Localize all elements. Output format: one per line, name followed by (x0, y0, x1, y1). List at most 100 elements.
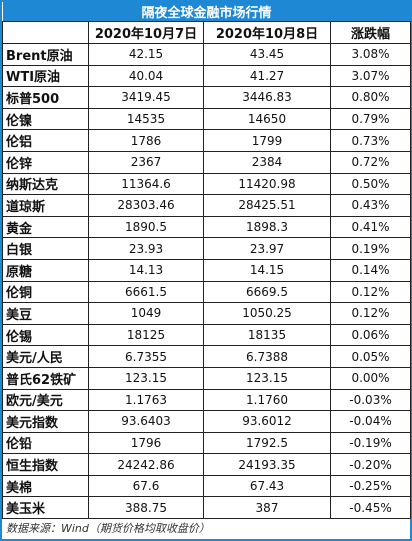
cell: 18125 (88, 323, 204, 347)
table-row: 伦锌 2367 2384 0.72% (2, 150, 412, 174)
cell: 42.15 (88, 43, 204, 66)
cell: 0.19% (329, 237, 412, 260)
row-label: 伦铜 (2, 280, 89, 304)
row-label: 美豆 (2, 302, 89, 325)
cell: 28303.46 (88, 194, 204, 217)
cell: 67.43 (203, 474, 331, 498)
cell: 11420.98 (203, 172, 331, 196)
cell: 1049 (88, 302, 204, 325)
cell: 387 (203, 496, 331, 520)
cell: 123.15 (88, 366, 204, 390)
cell: 2384 (203, 150, 331, 174)
row-label: 伦铅 (2, 431, 89, 455)
cell: 6.7388 (203, 345, 331, 368)
cell: 24193.35 (203, 453, 331, 476)
cell: 0.00% (329, 366, 412, 390)
cell: 1786 (88, 129, 204, 152)
cell: 1796 (88, 431, 204, 455)
cell: 0.12% (329, 302, 412, 325)
cell: 0.06% (329, 323, 412, 347)
cell: 43.45 (203, 43, 331, 66)
header-cell: 2020年10月7日 (88, 21, 204, 44)
cell: 24242.86 (88, 453, 204, 476)
row-label: 黄金 (2, 215, 89, 239)
cell: 14535 (88, 107, 204, 131)
header-cell: 2020年10月8日 (203, 21, 331, 44)
cell: 0.14% (329, 258, 412, 282)
row-label: Brent原油 (2, 43, 89, 66)
table-row: 伦锡 18125 18135 0.06% (2, 323, 412, 347)
cell: 28425.51 (203, 194, 331, 217)
header-cell (2, 21, 89, 44)
cell: 123.15 (203, 366, 331, 390)
cell: 0.72% (329, 150, 412, 174)
cell: 0.79% (329, 107, 412, 131)
cell: -0.25% (329, 474, 412, 498)
row-label: 纳斯达克 (2, 172, 89, 196)
row-label: 伦镍 (2, 107, 89, 131)
cell: 0.73% (329, 129, 412, 152)
cell: 93.6012 (203, 410, 331, 433)
cell: 1890.5 (88, 215, 204, 239)
table-row: 美棉 67.6 67.43 -0.25% (2, 474, 412, 498)
cell: 14.15 (203, 258, 331, 282)
cell: 0.50% (329, 172, 412, 196)
header-cell: 涨跌幅 (329, 21, 412, 44)
table-row: 原糖 14.13 14.15 0.14% (2, 258, 412, 282)
cell: 0.12% (329, 280, 412, 304)
cell: 2367 (88, 150, 204, 174)
market-table: 隔夜全球金融市场行情 2020年10月7日 2020年10月8日 涨跌幅 Brent… (2, 2, 412, 520)
cell: 6.7355 (88, 345, 204, 368)
table-row: WTI原油 40.04 41.27 3.07% (2, 64, 412, 88)
table-row: 美元/人民 6.7355 6.7388 0.05% (2, 345, 412, 368)
row-label: 道琼斯 (2, 194, 89, 217)
cell: 0.80% (329, 86, 412, 109)
row-label: 原糖 (2, 258, 89, 282)
row-label: 伦锡 (2, 323, 89, 347)
table-row: 道琼斯 28303.46 28425.51 0.43% (2, 194, 412, 217)
table-row: 黄金 1890.5 1898.3 0.41% (2, 215, 412, 239)
cell: 1799 (203, 129, 331, 152)
cell: 18135 (203, 323, 331, 347)
table-row: 纳斯达克 11364.6 11420.98 0.50% (2, 172, 412, 196)
cell: 41.27 (203, 64, 331, 88)
source-note: 数据来源：Wind（期货价格均取收盘价） (6, 522, 210, 535)
row-label: 美棉 (2, 474, 89, 498)
cell: 40.04 (88, 64, 204, 88)
row-label: 标普500 (2, 86, 89, 109)
table-row: 伦镍 14535 14650 0.79% (2, 107, 412, 131)
row-label: 欧元/美元 (2, 388, 89, 412)
cell: 0.43% (329, 194, 412, 217)
cell: -0.04% (329, 410, 412, 433)
row-label: 白银 (2, 237, 89, 260)
row-label: 美元/人民 (2, 345, 89, 368)
cell: 3419.45 (88, 86, 204, 109)
cell: 93.6403 (88, 410, 204, 433)
cell: 388.75 (88, 496, 204, 520)
table-row: 标普500 3419.45 3446.83 0.80% (2, 86, 412, 109)
cell: -0.45% (329, 496, 412, 520)
table-title: 隔夜全球金融市场行情 (2, 2, 411, 22)
table-row: 普氏62铁矿 123.15 123.15 0.00% (2, 366, 412, 390)
table-row: 伦铝 1786 1799 0.73% (2, 129, 412, 152)
cell: 67.6 (88, 474, 204, 498)
table-row: 美元指数 93.6403 93.6012 -0.04% (2, 410, 412, 433)
cell: 14.13 (88, 258, 204, 282)
cell: -0.03% (329, 388, 412, 412)
cell: 3.07% (329, 64, 412, 88)
cell: 1898.3 (203, 215, 331, 239)
table-row: 欧元/美元 1.1763 1.1760 -0.03% (2, 388, 412, 412)
table-row: 伦铜 6661.5 6669.5 0.12% (2, 280, 412, 304)
cell: -0.20% (329, 453, 412, 476)
cell: 1.1763 (88, 388, 204, 412)
cell: 6669.5 (203, 280, 331, 304)
cell: 1.1760 (203, 388, 331, 412)
row-label: 恒生指数 (2, 453, 89, 476)
table-row: 美豆 1049 1050.25 0.12% (2, 302, 412, 325)
cell: 23.93 (88, 237, 204, 260)
row-label: 普氏62铁矿 (2, 366, 89, 390)
table-row: 白银 23.93 23.97 0.19% (2, 237, 412, 260)
table-row: 伦铅 1796 1792.5 -0.19% (2, 431, 412, 455)
row-label: 伦锌 (2, 150, 89, 174)
